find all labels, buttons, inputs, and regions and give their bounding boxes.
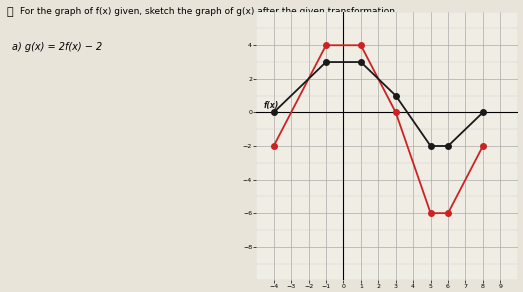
Text: a) g(x) = 2f(x) − 2: a) g(x) = 2f(x) − 2 xyxy=(12,42,102,52)
Text: For the graph of f(x) given, sketch the graph of g(x) after the given transforma: For the graph of f(x) given, sketch the … xyxy=(20,7,398,16)
Text: f(x): f(x) xyxy=(263,101,278,110)
Text: ⓡ: ⓡ xyxy=(6,7,13,17)
